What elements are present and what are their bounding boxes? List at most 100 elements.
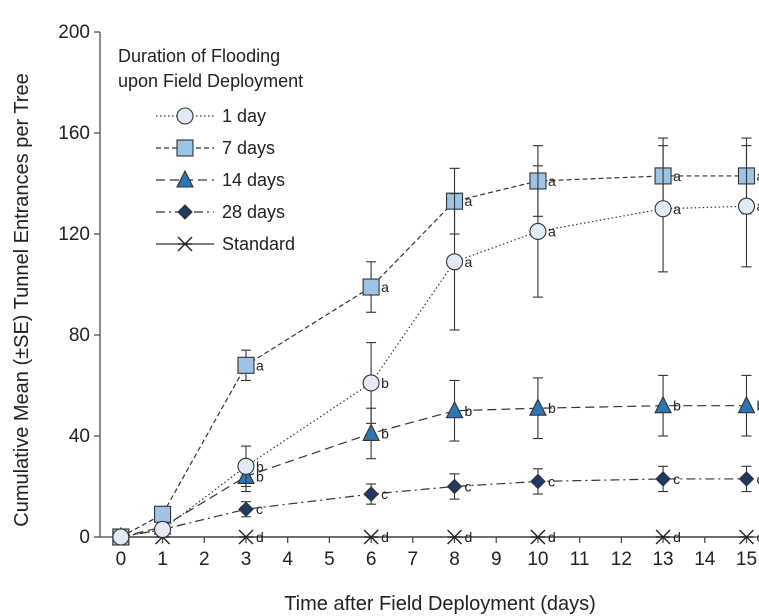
data-point: [363, 486, 379, 502]
significance-label: b: [381, 425, 389, 441]
y-tick-label: 160: [58, 123, 90, 144]
x-tick-label: 12: [611, 549, 632, 570]
significance-label: b: [673, 398, 681, 414]
significance-label: c: [465, 479, 472, 495]
legend-item: 28 days: [156, 202, 285, 222]
data-point: [237, 356, 255, 374]
data-point: [738, 471, 755, 487]
series-1-day: b b a a a a: [112, 145, 759, 546]
data-point: [447, 529, 463, 545]
y-tick-label: 120: [58, 224, 90, 245]
significance-label: c: [756, 471, 759, 487]
significance-label: d: [673, 529, 681, 545]
data-point: [154, 505, 172, 523]
x-tick-label: 0: [116, 549, 127, 570]
legend: Duration of Flooding upon Field Deploymen…: [118, 46, 303, 254]
data-point: [655, 471, 671, 487]
data-point: [530, 473, 546, 490]
y-axis-title: Cumulative Mean (±SE) Tunnel Entrances p…: [11, 73, 33, 526]
data-point: [446, 478, 463, 495]
legend-label: Standard: [222, 234, 295, 254]
significance-label: b: [256, 468, 264, 484]
x-tick-label: 2: [199, 549, 210, 570]
legend-item: Standard: [156, 234, 295, 254]
legend-item: 14 days: [156, 169, 285, 190]
x-tick-label: 1: [157, 549, 168, 570]
significance-label: a: [465, 193, 473, 209]
x-tick-label: 6: [366, 549, 377, 570]
x-tick-label: 13: [652, 549, 673, 570]
x-tick-label: 3: [241, 549, 252, 570]
x-tick-label: 11: [570, 549, 590, 570]
significance-label: a: [673, 201, 681, 217]
data-point: [154, 520, 172, 538]
legend-label: 1 day: [222, 106, 266, 126]
x-tick-label: 8: [449, 549, 460, 570]
significance-label: a: [465, 254, 473, 270]
significance-label: a: [756, 198, 759, 214]
significance-label: b: [465, 403, 473, 419]
significance-label: a: [381, 279, 389, 295]
x-tick-label: 15: [736, 549, 757, 570]
data-point: [238, 529, 254, 545]
legend-item: 1 day: [156, 106, 266, 126]
y-tick-label: 0: [79, 527, 90, 548]
significance-label: a: [256, 357, 264, 373]
data-point: [737, 395, 756, 414]
data-point: [655, 529, 671, 545]
data-point: [363, 529, 379, 545]
significance-label: d: [548, 529, 556, 545]
legend-marker: [176, 139, 194, 157]
legend-item: 7 days: [156, 138, 275, 158]
significance-label: c: [548, 473, 555, 489]
legend-label: 28 days: [222, 202, 285, 222]
legend-title-line: upon Field Deployment: [118, 71, 303, 91]
data-point: [529, 222, 547, 241]
significance-label: d: [381, 529, 389, 545]
data-point: [445, 253, 464, 271]
data-point: [238, 501, 254, 518]
significance-label: c: [381, 486, 388, 502]
significance-label: d: [465, 529, 473, 545]
x-tick-label: 5: [324, 549, 335, 570]
data-point: [737, 197, 756, 215]
data-point: [362, 374, 380, 392]
x-tick-label: 9: [491, 549, 502, 570]
data-point: [738, 529, 754, 545]
y-tick-label: 40: [69, 426, 90, 447]
significance-label: b: [381, 375, 389, 391]
legend-label: 7 days: [222, 138, 275, 158]
significance-label: a: [548, 173, 556, 189]
x-tick-label: 14: [694, 549, 716, 570]
significance-label: b: [756, 398, 759, 414]
significance-label: c: [756, 529, 759, 545]
data-point: [112, 528, 130, 546]
legend-marker: [177, 236, 193, 252]
series-line: [120, 175, 747, 538]
y-tick-label: 80: [69, 325, 90, 346]
significance-label: c: [673, 471, 680, 487]
significance-label: a: [548, 223, 556, 239]
significance-label: a: [673, 168, 681, 184]
data-point: [362, 423, 380, 442]
data-point: [654, 395, 672, 414]
x-tick-label: 7: [408, 549, 419, 570]
significance-label: c: [256, 501, 263, 517]
x-tick-label: 4: [282, 549, 293, 570]
series-14-days: b b b b b b: [111, 374, 759, 545]
series-line: [120, 478, 747, 538]
legend-marker: [176, 107, 194, 125]
x-tick-label: 10: [527, 549, 548, 570]
significance-label: d: [256, 529, 264, 545]
legend-title-line: Duration of Flooding: [118, 46, 280, 66]
legend-label: 14 days: [222, 170, 285, 190]
series-layer: dddddcccccccbbbbbbaaaaaabbaaaa: [111, 137, 759, 546]
significance-label: b: [548, 400, 556, 416]
data-point: [529, 397, 547, 416]
data-point: [530, 529, 546, 545]
y-tick-label: 200: [58, 22, 90, 43]
legend-marker: [176, 169, 194, 188]
